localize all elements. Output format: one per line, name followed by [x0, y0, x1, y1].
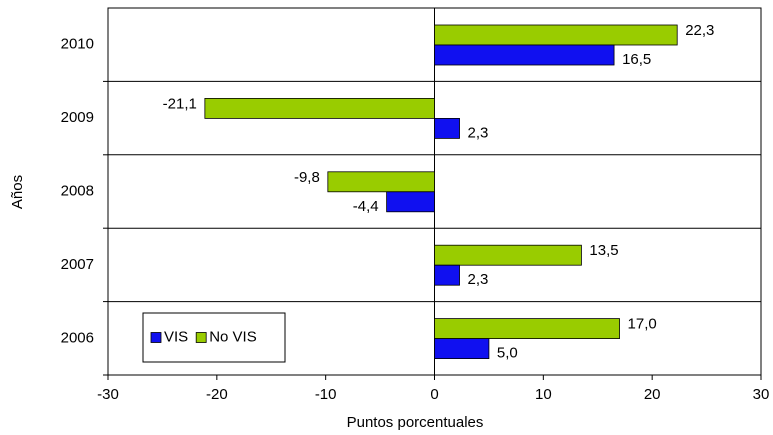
value-label: 13,5 [589, 242, 618, 259]
bar [434, 24, 678, 46]
legend-label: No VIS [209, 328, 257, 345]
x-axis-label: Puntos porcentuales [347, 414, 484, 431]
bar [434, 338, 490, 360]
value-label: -4,4 [353, 198, 379, 215]
bar [204, 98, 435, 119]
bar [434, 118, 460, 139]
legend-box [142, 312, 286, 363]
y-tick-label: 2006 [61, 329, 94, 346]
y-tick-label: 2008 [61, 182, 94, 199]
y-tick-label: 2007 [61, 256, 94, 273]
value-label: 2,3 [468, 271, 489, 288]
x-tick-label: 20 [644, 386, 661, 403]
y-tick-label: 2010 [61, 36, 94, 53]
bar [434, 244, 582, 266]
value-label: 16,5 [622, 51, 651, 68]
legend-label: VIS [164, 328, 188, 345]
bar [386, 191, 435, 213]
x-tick-label: 10 [535, 386, 552, 403]
x-tick-label: -10 [315, 386, 337, 403]
value-label: -9,8 [294, 169, 320, 186]
x-tick-label: -30 [97, 386, 119, 403]
value-label: 17,0 [628, 316, 657, 333]
y-axis-label: Años [9, 175, 26, 209]
x-tick-label: 0 [430, 386, 438, 403]
value-label: -21,1 [163, 95, 197, 112]
value-label: 5,0 [497, 345, 518, 362]
legend-swatch [195, 332, 207, 343]
x-tick-label: -20 [206, 386, 228, 403]
x-tick-label: 30 [753, 386, 770, 403]
bar [434, 264, 460, 286]
value-label: 2,3 [468, 124, 489, 141]
bar [327, 171, 435, 193]
y-tick-label: 2009 [61, 109, 94, 126]
value-label: 22,3 [685, 22, 714, 39]
legend-swatch [150, 332, 162, 343]
bar [434, 44, 615, 66]
bar [434, 318, 620, 340]
